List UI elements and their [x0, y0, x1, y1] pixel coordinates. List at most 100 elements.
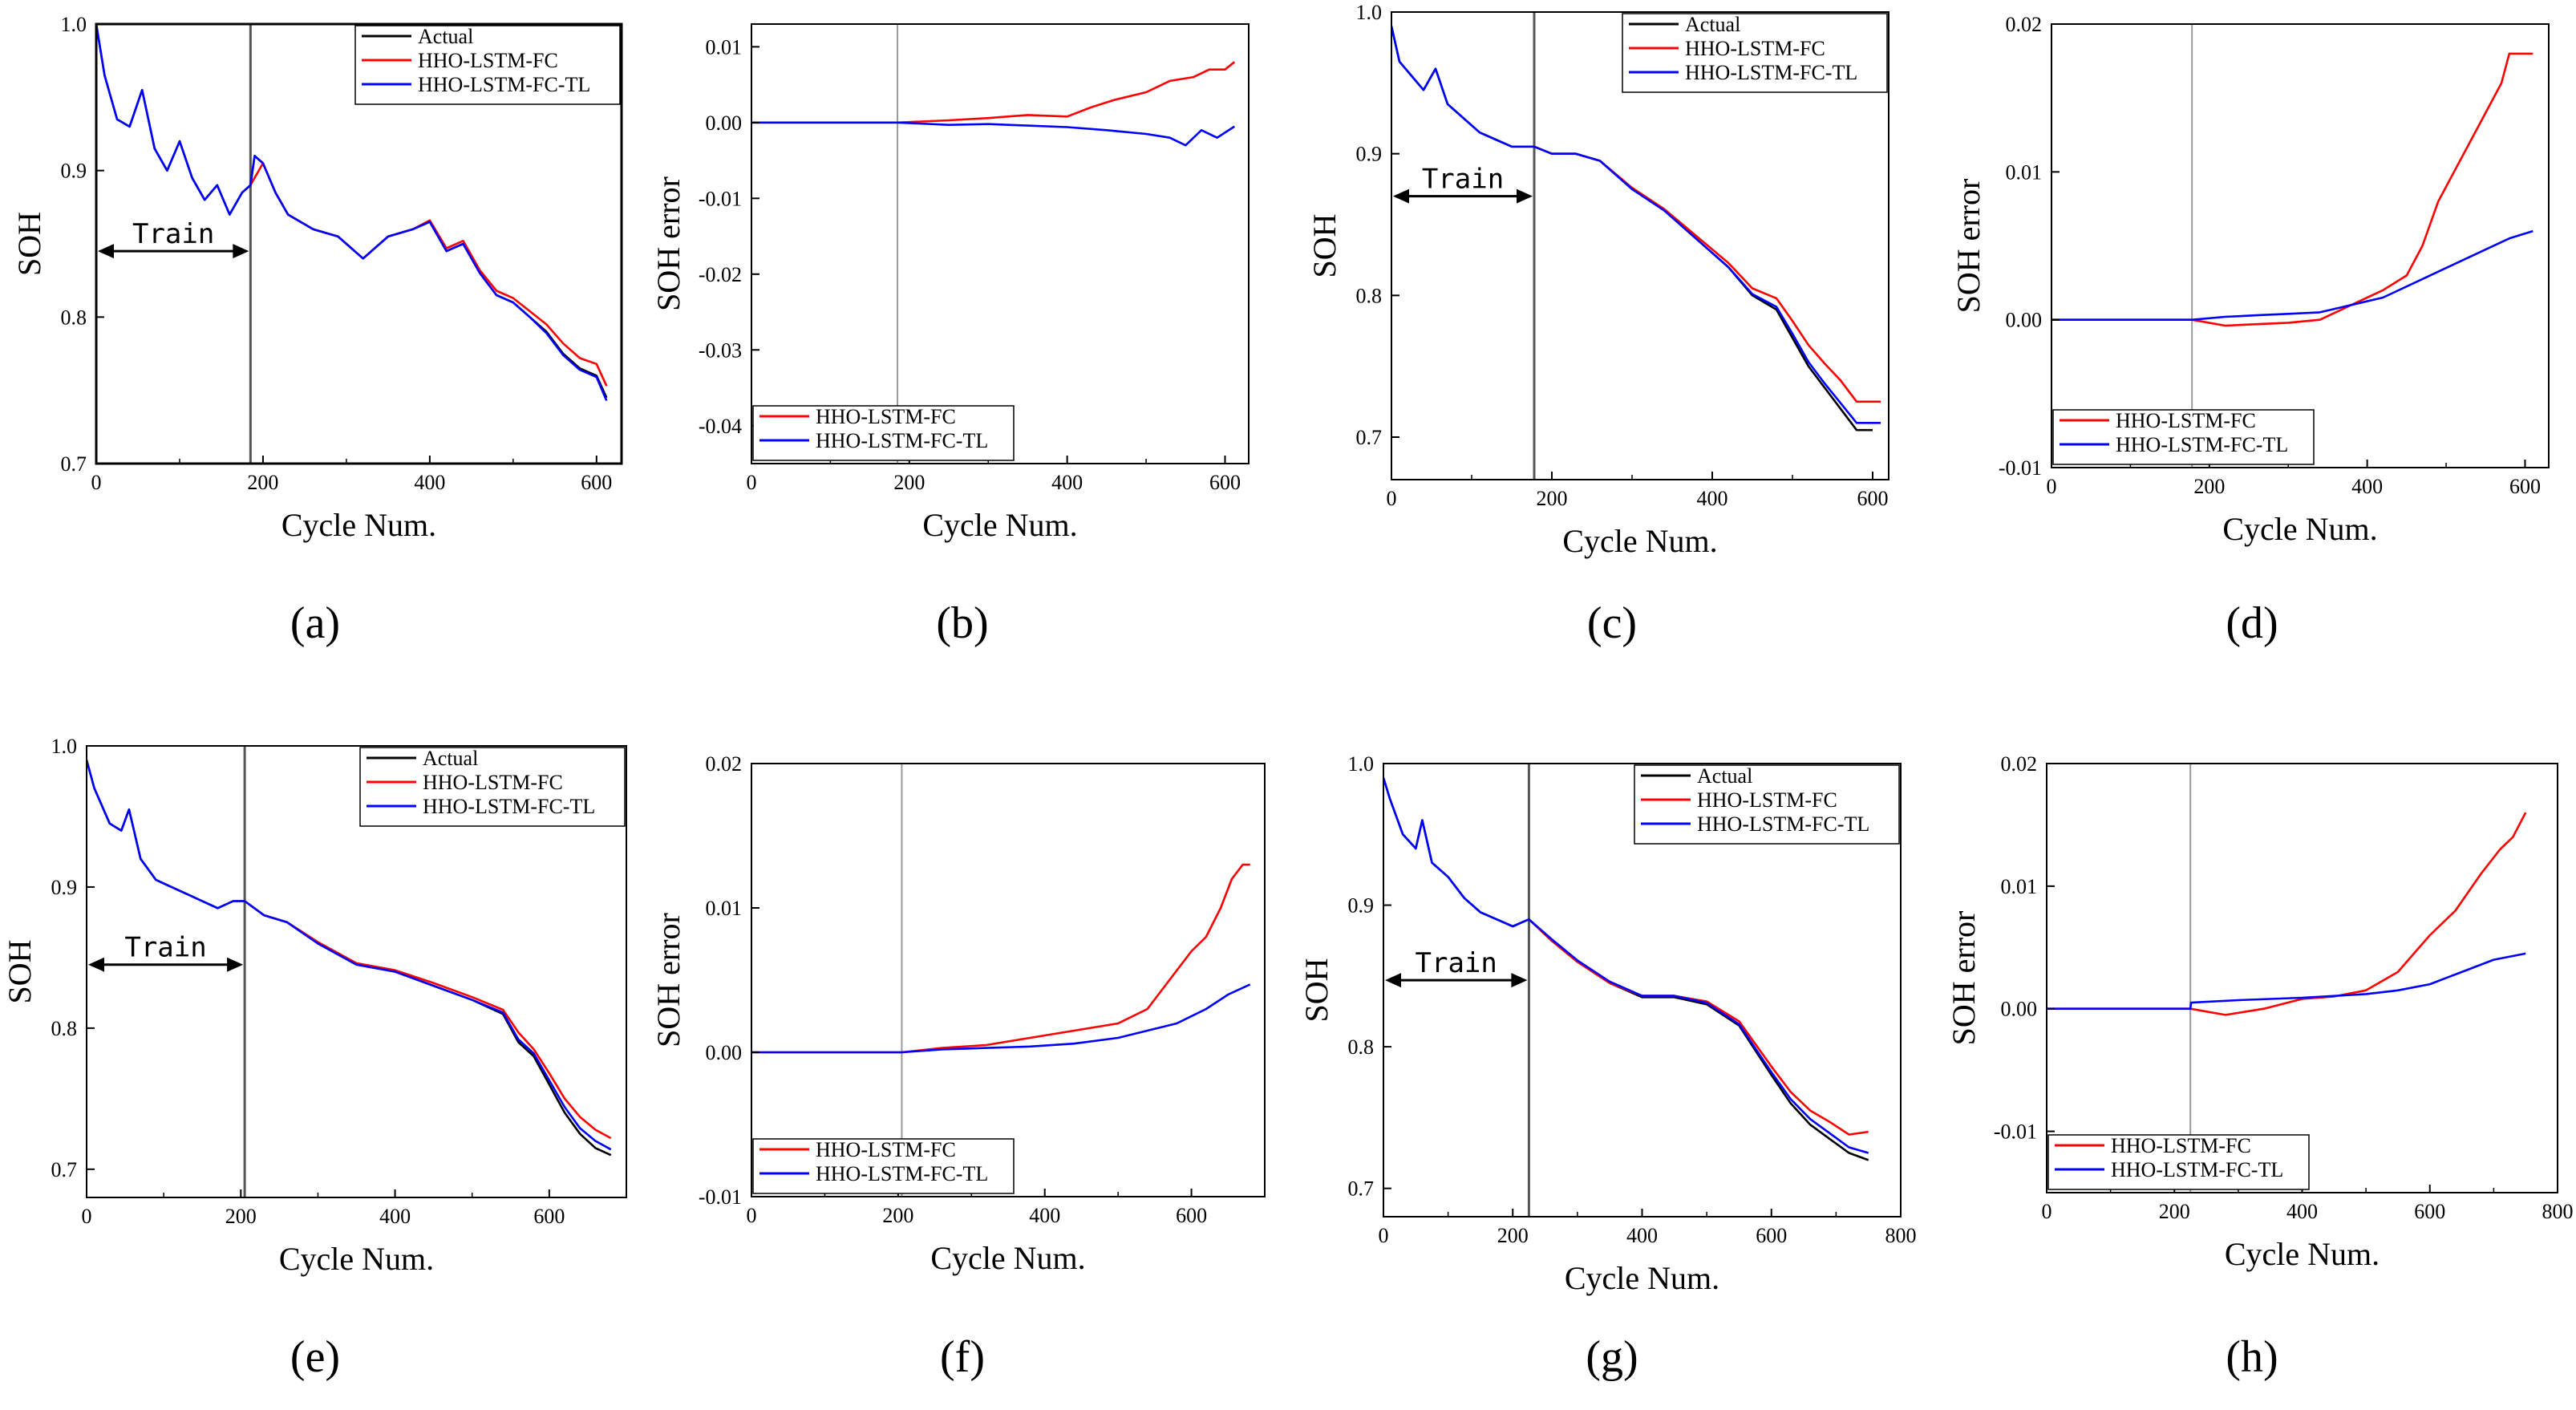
train-arrow-left-head	[1385, 973, 1401, 988]
train-arrow-left-head	[98, 244, 114, 259]
x-tick-label: 200	[1497, 1224, 1529, 1247]
y-tick-label: 0.9	[51, 876, 78, 899]
series-line-tl	[751, 121, 1236, 147]
x-tick-label: 0	[1379, 1224, 1389, 1247]
legend-entry-tl: HHO-LSTM-FC-TL	[418, 73, 590, 96]
y-axis-title: SOH error	[1946, 911, 1982, 1046]
chart-panel-c: Train 0 200 400 600 0.7 0.8 0.9 1.0 Cycle Num. SOH…	[1306, 1, 1889, 648]
plot-frame	[751, 763, 1266, 1197]
y-tick-label: 0.9	[61, 160, 87, 183]
y-axis-title: SOH	[1298, 958, 1335, 1022]
x-tick-label: 0	[91, 471, 102, 494]
series-line-tl	[1391, 26, 1881, 424]
panel-label-h: (h)	[2226, 1332, 2278, 1382]
train-arrow-right-head	[233, 244, 249, 259]
x-tick-label: 400	[2286, 1200, 2318, 1223]
panel-label-f: (f)	[940, 1332, 985, 1382]
y-tick-label: 0.01	[2006, 160, 2043, 184]
x-tick-label: 200	[2159, 1200, 2190, 1223]
y-tick-label: 0.02	[2006, 13, 2043, 36]
legend-entry-tl: HHO-LSTM-FC-TL	[1697, 812, 1869, 836]
y-tick-label: 0.00	[2006, 309, 2043, 332]
x-tick-label: 0	[2042, 1200, 2052, 1223]
series-line-tl	[751, 983, 1251, 1054]
x-tick-label: 800	[2542, 1200, 2574, 1223]
series-line-hho	[751, 863, 1250, 1054]
train-label: Train	[1422, 164, 1504, 196]
y-tick-label: 0.7	[1356, 426, 1383, 449]
y-axis-title: SOH	[11, 212, 47, 276]
x-tick-label: 400	[379, 1205, 411, 1228]
legend-entry-hho: HHO-LSTM-FC	[2111, 1134, 2251, 1157]
legend-entry-tl: HHO-LSTM-FC-TL	[1685, 61, 1857, 84]
y-tick-label: 0.02	[2001, 752, 2038, 776]
x-tick-label: 600	[1756, 1224, 1787, 1247]
x-tick-label: 400	[1697, 487, 1728, 510]
legend-entry-actual: Actual	[418, 25, 473, 48]
train-arrow-right-head	[1511, 973, 1528, 988]
y-tick-label: 0.7	[1348, 1177, 1375, 1201]
panel-label-b: (b)	[936, 598, 988, 648]
legend-entry-tl: HHO-LSTM-FC-TL	[816, 429, 988, 452]
y-tick-label: 0.9	[1356, 143, 1383, 166]
legend-box	[752, 405, 1015, 461]
y-tick-label: -0.01	[1994, 1120, 2037, 1144]
y-tick-label: 0.8	[1356, 284, 1383, 307]
y-tick-label: -0.01	[699, 187, 742, 210]
y-tick-label: 0.8	[51, 1017, 78, 1040]
x-tick-label: 600	[1209, 471, 1241, 494]
legend-box	[2052, 409, 2315, 465]
chart-panel-d: 0 200 400 600 -0.01 0.00 0.01 0.02 Cycle Num. SOH…	[1950, 13, 2550, 648]
y-tick-label: -0.04	[699, 415, 742, 438]
y-tick-label: 0.00	[706, 1041, 743, 1064]
panel-label-c: (c)	[1587, 598, 1637, 648]
legend-entry-hho: HHO-LSTM-FC	[816, 405, 956, 428]
y-tick-label: 1.0	[61, 13, 87, 36]
legend-box	[1622, 13, 1888, 93]
x-axis-title: Cycle Num.	[1565, 1260, 1719, 1296]
y-axis-title: SOH error	[650, 176, 687, 311]
x-tick-label: 400	[1051, 471, 1083, 494]
legend-box	[752, 1138, 1015, 1194]
series-line-hho	[1533, 145, 1881, 403]
chart-panel-h: 0 200 400 600 800 -0.01 0.00 0.01 0.02 Cycle Num.…	[1946, 752, 2574, 1382]
chart-panel-b: 0 200 400 600 -0.04 -0.03 -0.02 -0.01 0.00 0.01 Cy…	[650, 23, 1250, 648]
series-line-hho	[2047, 812, 2527, 1016]
x-axis-title: Cycle Num.	[281, 507, 436, 543]
legend-entry-actual: Actual	[1685, 13, 1740, 36]
y-axis-title: SOH	[2, 939, 38, 1003]
plot-frame	[86, 745, 627, 1198]
x-tick-label: 0	[2047, 475, 2057, 498]
y-tick-label: 0.00	[706, 111, 743, 135]
x-axis-title: Cycle Num.	[930, 1240, 1085, 1276]
x-axis-title: Cycle Num.	[2222, 511, 2377, 547]
train-arrow-right-head	[227, 957, 244, 972]
y-tick-label: -0.02	[699, 263, 742, 286]
x-axis-title: Cycle Num.	[279, 1241, 434, 1277]
y-tick-label: 1.0	[1348, 752, 1375, 776]
panel-label-d: (d)	[2226, 598, 2278, 648]
x-tick-label: 800	[1885, 1224, 1917, 1247]
y-tick-label: 0.01	[2001, 875, 2038, 898]
plot-frame	[95, 22, 623, 465]
legend-box	[2047, 1134, 2310, 1190]
chart-panel-f: 0 200 400 600 -0.01 0.00 0.01 0.02 Cycle Num. SOH…	[650, 752, 1266, 1382]
legend-box	[1634, 764, 1900, 845]
train-label: Train	[132, 218, 214, 250]
y-tick-label: 0.7	[51, 1158, 78, 1181]
series-line-hho	[249, 162, 608, 387]
legend-entry-hho: HHO-LSTM-FC	[423, 771, 563, 794]
y-tick-label: -0.03	[699, 338, 742, 362]
x-tick-label: 0	[747, 471, 757, 494]
legend-entry-tl: HHO-LSTM-FC-TL	[2116, 433, 2288, 456]
y-tick-label: 0.02	[706, 752, 743, 776]
series-line-tl	[2051, 229, 2533, 322]
panel-label-a: (a)	[290, 598, 340, 648]
y-tick-label: 0.01	[706, 35, 743, 59]
series-line-tl	[2047, 952, 2526, 1010]
legend-entry-actual: Actual	[1697, 764, 1752, 788]
train-arrow-right-head	[1517, 188, 1533, 204]
x-tick-label: 200	[2193, 475, 2225, 498]
y-tick-label: -0.01	[1999, 456, 2042, 480]
x-tick-label: 0	[747, 1204, 757, 1227]
